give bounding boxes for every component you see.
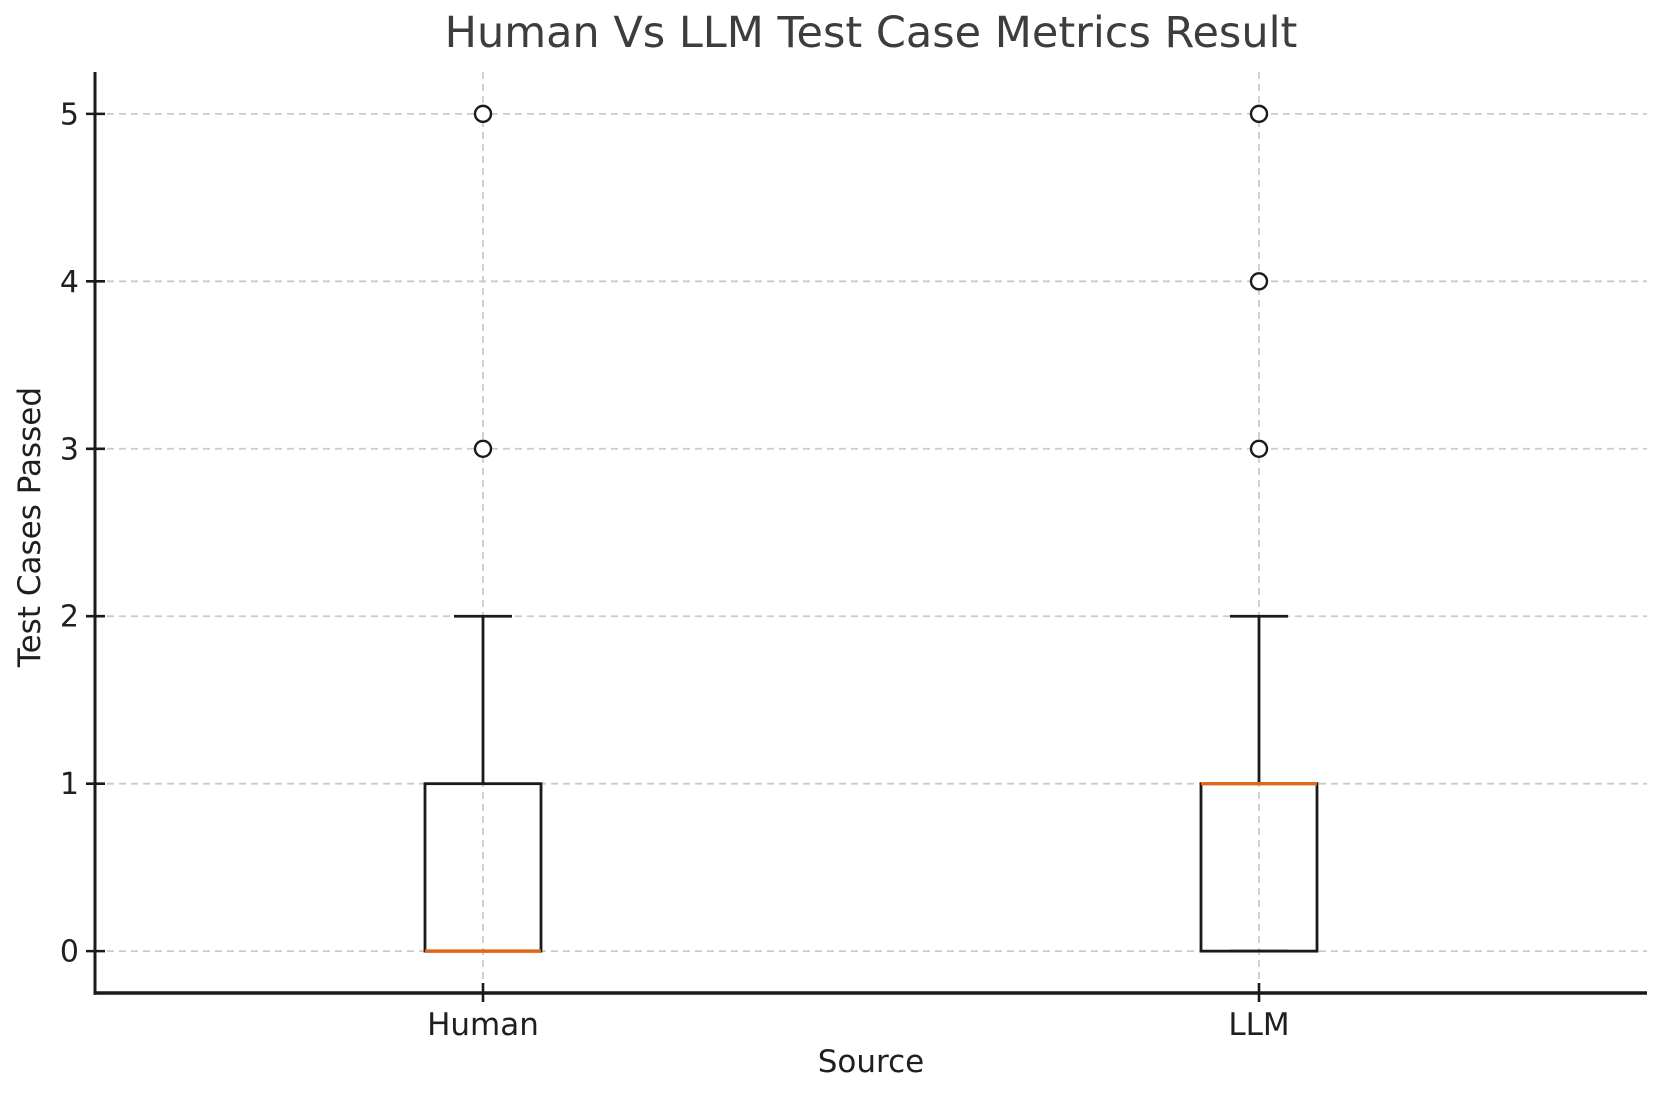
outlier-point-human-3 bbox=[473, 439, 493, 458]
y-tick-label-1: 1 bbox=[60, 767, 79, 802]
x-axis-label: Source bbox=[817, 1044, 925, 1080]
x-tick-label-llm: LLM bbox=[1228, 1007, 1289, 1043]
outlier-point-llm-3 bbox=[1249, 439, 1269, 458]
outlier-point-human-5 bbox=[473, 104, 493, 124]
y-tick-label-4: 4 bbox=[60, 265, 79, 300]
y-tick-label-5: 5 bbox=[60, 97, 79, 132]
chart-title: Human Vs LLM Test Case Metrics Result bbox=[444, 8, 1298, 58]
x-tick-label-human: Human bbox=[427, 1007, 539, 1043]
y-tick-label-2: 2 bbox=[60, 600, 79, 635]
y-tick-label-3: 3 bbox=[60, 432, 79, 467]
y-tick-label-0: 0 bbox=[60, 935, 79, 970]
outlier-point-llm-4 bbox=[1249, 272, 1269, 291]
outlier-point-llm-5 bbox=[1249, 104, 1269, 124]
